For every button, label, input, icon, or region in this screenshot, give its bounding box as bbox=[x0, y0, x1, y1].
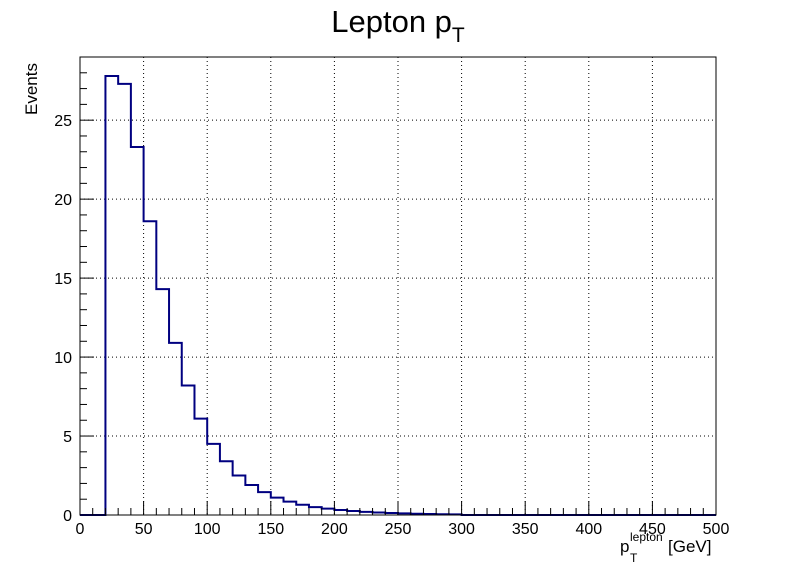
y-tick-label: 15 bbox=[54, 271, 72, 288]
x-tick-label: 100 bbox=[194, 521, 221, 538]
x-tick-label: 300 bbox=[448, 521, 475, 538]
histogram-bin bbox=[194, 419, 207, 515]
histogram-bin bbox=[220, 461, 233, 515]
x-axis-label-main: p bbox=[620, 537, 629, 556]
x-tick-label: 450 bbox=[639, 521, 666, 538]
x-axis-label-unit: [GeV] bbox=[668, 537, 711, 556]
x-tick-label: 200 bbox=[321, 521, 348, 538]
x-tick-label: 350 bbox=[512, 521, 539, 538]
histogram-bin bbox=[284, 502, 297, 515]
y-tick-label: 25 bbox=[54, 113, 72, 130]
x-tick-label: 400 bbox=[575, 521, 602, 538]
histogram-bin bbox=[309, 507, 322, 515]
x-axis-label-sup: lepton bbox=[630, 530, 663, 544]
histogram-bin bbox=[233, 476, 246, 515]
x-tick-label: 250 bbox=[385, 521, 412, 538]
y-tick-label: 5 bbox=[63, 429, 72, 446]
chart-title-sub: T bbox=[452, 24, 465, 47]
y-tick-label: 10 bbox=[54, 350, 72, 367]
y-axis-ticks: 0 5 10 15 20 25 bbox=[54, 56, 94, 525]
x-axis-ticks: 0 50 100 150 200 250 300 350 400 450 500 bbox=[76, 501, 730, 538]
y-axis-label: Events bbox=[22, 63, 41, 115]
x-tick-label: 150 bbox=[257, 521, 284, 538]
histogram-bin bbox=[131, 147, 144, 515]
y-tick-label: 20 bbox=[54, 192, 72, 209]
histogram-bin bbox=[207, 444, 220, 515]
histogram-bin bbox=[156, 289, 169, 515]
chart-title-main: Lepton p bbox=[331, 4, 452, 39]
histogram-bin bbox=[271, 498, 284, 515]
histogram-bin bbox=[245, 485, 258, 515]
chart-title: Lepton pT bbox=[331, 4, 465, 47]
histogram-bin bbox=[258, 492, 271, 515]
histogram-bin bbox=[144, 221, 157, 515]
x-axis-label: p bbox=[620, 537, 629, 556]
histogram-bin bbox=[296, 505, 309, 515]
grid-lines bbox=[80, 57, 716, 515]
histogram-bin bbox=[118, 84, 131, 515]
x-tick-label: 50 bbox=[135, 521, 153, 538]
y-tick-label: 0 bbox=[63, 508, 72, 525]
histogram-bin bbox=[169, 343, 182, 515]
x-tick-label: 0 bbox=[76, 521, 85, 538]
histogram-bin bbox=[182, 385, 195, 515]
x-axis-label-sub: T bbox=[630, 551, 638, 565]
x-tick-label: 500 bbox=[703, 521, 730, 538]
histogram-bin bbox=[105, 76, 118, 515]
